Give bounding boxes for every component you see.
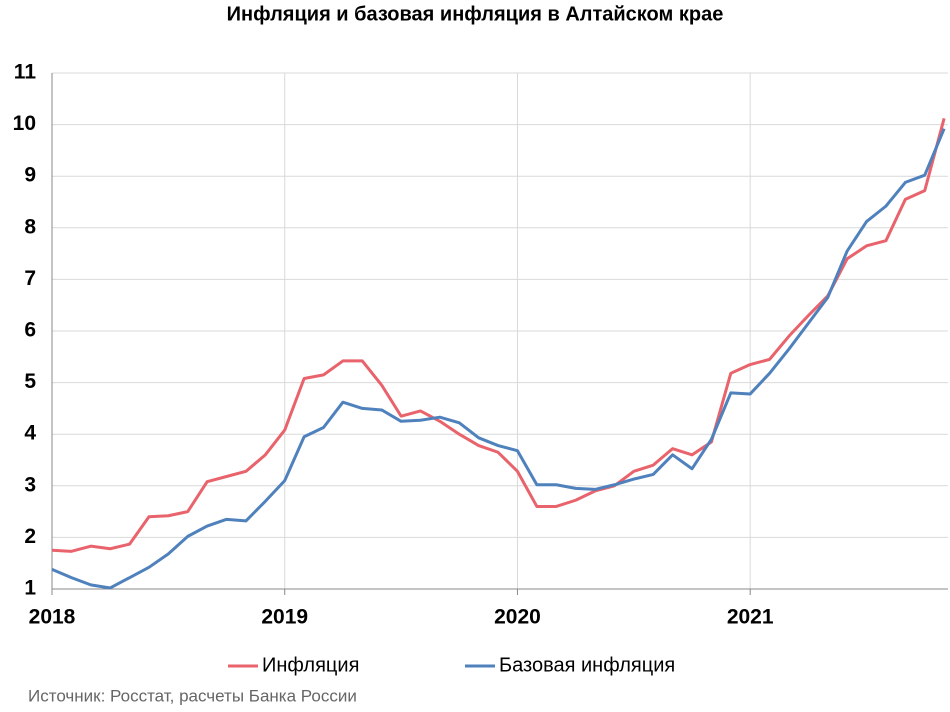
x-tick-label: 2018 [29, 606, 76, 629]
series-line [51, 118, 946, 553]
y-tick-label: 4 [24, 422, 36, 445]
x-tick-label: 2019 [261, 606, 308, 629]
y-tick-label: 7 [24, 267, 36, 290]
series-line [51, 128, 946, 590]
y-tick-label: 6 [24, 319, 36, 342]
y-tick-label: 1 [24, 577, 36, 600]
source-note: Источник: Росстат, расчеты Банка России [28, 686, 357, 705]
y-tick-label: 9 [24, 164, 36, 187]
y-tick-label: 3 [24, 473, 36, 496]
x-tick-label: 2021 [727, 606, 774, 629]
y-tick-label: 2 [24, 525, 36, 548]
legend-label: Базовая инфляция [499, 654, 675, 676]
legend-label: Инфляция [262, 654, 359, 676]
y-tick-label: 10 [13, 112, 36, 135]
chart-title: Инфляция и базовая инфляция в Алтайском … [227, 3, 724, 25]
x-tick-label: 2020 [494, 606, 541, 629]
y-tick-label: 5 [24, 370, 36, 393]
y-tick-label: 8 [24, 215, 36, 238]
y-tick-label: 11 [14, 61, 37, 84]
